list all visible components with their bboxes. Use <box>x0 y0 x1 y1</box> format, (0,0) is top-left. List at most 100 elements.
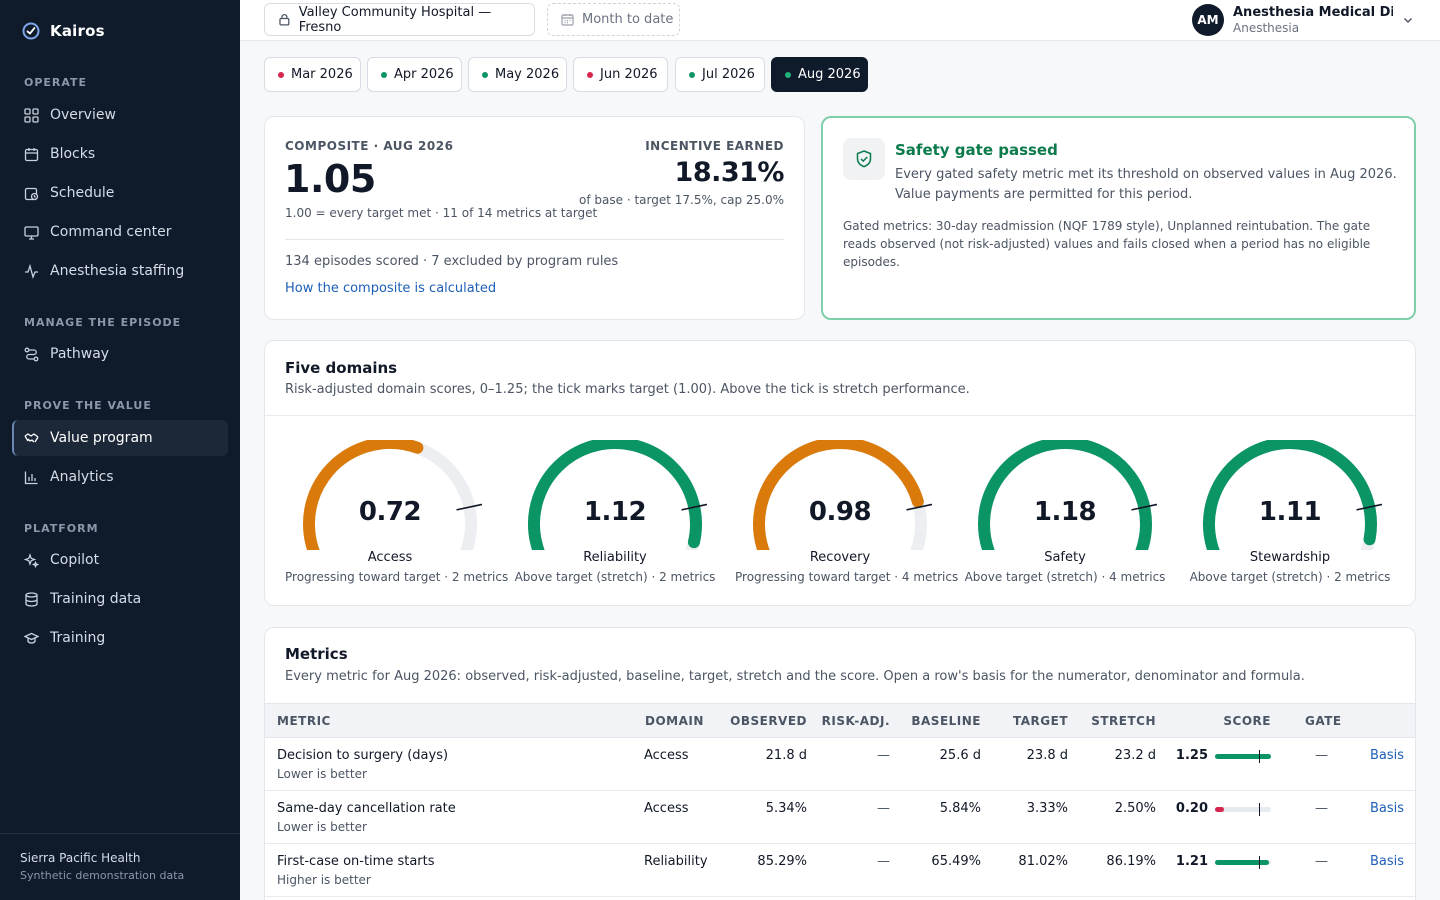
target-tick <box>681 503 708 511</box>
avatar: AM <box>1192 4 1224 36</box>
gauge-status-note: Above target (stretch) · 2 metrics <box>1189 570 1391 584</box>
observed-value: 85.29% <box>757 854 807 869</box>
month-tab[interactable]: Apr 2026 <box>367 57 462 92</box>
col-domain: DOMAIN <box>645 714 704 728</box>
basis-link[interactable]: Basis <box>1370 748 1405 763</box>
divider <box>265 415 1415 416</box>
gauge-value: 1.11 <box>1258 497 1322 527</box>
gauge-status-note: Above target (stretch) · 4 metrics <box>964 570 1166 584</box>
sidebar-item-label: Training <box>50 630 106 646</box>
gauge-value: 1.12 <box>583 497 647 527</box>
database-icon <box>25 591 38 607</box>
sidebar-item-label: Copilot <box>50 552 100 568</box>
month-tab-label: May 2026 <box>495 67 560 82</box>
user-menu[interactable]: AM Anesthesia Medical Dire... Anesthesia <box>1192 3 1414 37</box>
table-row[interactable]: Decision to surgery (days) Lower is bette… <box>265 738 1415 791</box>
safety-gate-body: Every gated safety metric met its thresh… <box>895 167 1397 202</box>
table-row[interactable]: First-case on-time starts Higher is bette… <box>265 844 1415 897</box>
sidebar-item-overview[interactable]: Overview <box>12 97 228 133</box>
metric-direction: Higher is better <box>277 873 371 887</box>
composite-note: 1.00 = every target met · 11 of 14 metri… <box>285 206 598 220</box>
user-role: Anesthesia <box>1233 21 1300 35</box>
gauge-status-note: Progressing toward target · 2 metrics <box>285 570 509 584</box>
gauge-domain-name: Access <box>367 550 413 565</box>
month-tab[interactable]: Aug 2026 <box>771 57 868 92</box>
calendar-icon <box>561 14 574 26</box>
section-label-manage: MANAGE THE EPISODE <box>24 316 182 329</box>
composite-value: 1.05 <box>284 157 376 201</box>
stretch-value: 86.19% <box>1106 854 1156 869</box>
month-tab-label: Apr 2026 <box>394 67 454 82</box>
divider <box>285 239 784 240</box>
sidebar-item-label: Schedule <box>50 185 115 201</box>
basis-link[interactable]: Basis <box>1370 801 1405 816</box>
metrics-table-header: METRIC DOMAIN OBSERVED RISK-ADJ. BASELIN… <box>265 703 1415 738</box>
domains-subtitle: Risk-adjusted domain scores, 0–1.25; the… <box>285 382 970 397</box>
gauge-fill <box>303 440 424 550</box>
hospital-selector[interactable]: Valley Community Hospital — Fresno <box>264 3 535 36</box>
stretch-value: 23.2 d <box>1114 748 1156 763</box>
org-name: Sierra Pacific Health <box>20 851 141 865</box>
section-label-platform: PLATFORM <box>24 522 99 535</box>
month-tab[interactable]: Jul 2026 <box>675 57 765 92</box>
sidebar-item-analytics[interactable]: Analytics <box>12 459 228 495</box>
observed-value: 5.34% <box>765 801 807 816</box>
shield-check-icon <box>856 150 872 168</box>
brand[interactable]: Kairos <box>22 22 105 40</box>
col-baseline: BASELINE <box>911 714 981 728</box>
sidebar-item-command-center[interactable]: Command center <box>12 214 228 250</box>
sidebar-item-training[interactable]: Training <box>12 620 228 656</box>
period-selector[interactable]: Month to date <box>547 3 680 36</box>
gauge-domain-name: Reliability <box>583 550 647 565</box>
observed-value: 21.8 d <box>765 748 807 763</box>
metric-name: First-case on-time starts <box>277 854 435 869</box>
domain-gauge[interactable]: 0.98 Recovery Progressing toward target · … <box>735 440 958 590</box>
sidebar-footer: Sierra Pacific Health Synthetic demonstr… <box>0 833 240 900</box>
safety-gate-note: Gated metrics: 30-day readmission (NQF 1… <box>843 219 1371 269</box>
sidebar-item-copilot[interactable]: Copilot <box>12 542 228 578</box>
month-tab[interactable]: Jun 2026 <box>573 57 668 92</box>
domain-gauge[interactable]: 0.72 Access Progressing toward target · 2 … <box>285 440 509 590</box>
month-tab-label: Jun 2026 <box>600 67 658 82</box>
status-dot <box>482 71 488 78</box>
month-tab-label: Jul 2026 <box>702 67 755 82</box>
col-target: TARGET <box>1012 714 1068 728</box>
col-gate: GATE <box>1305 714 1342 728</box>
score-target-tick <box>1258 803 1261 816</box>
month-tab[interactable]: Mar 2026 <box>264 57 361 92</box>
gauge-fill <box>528 440 702 550</box>
domain-gauge[interactable]: 1.11 Stewardship Above target (stretch) · … <box>1185 440 1395 590</box>
domain-gauge[interactable]: 1.12 Reliability Above target (stretch) · … <box>510 440 720 590</box>
target-value: 81.02% <box>1018 854 1068 869</box>
baseline-value: 5.84% <box>939 801 981 816</box>
status-dot <box>785 71 791 78</box>
period-label: Month to date <box>582 12 674 27</box>
metrics-subtitle: Every metric for Aug 2026: observed, ris… <box>285 669 1305 684</box>
sidebar-item-value-program[interactable]: Value program <box>12 420 228 456</box>
score-bar <box>1215 750 1271 763</box>
sidebar-item-training-data[interactable]: Training data <box>12 581 228 617</box>
composite-method-link[interactable]: How the composite is calculated <box>285 281 497 296</box>
incentive-value: 18.31% <box>674 157 785 188</box>
sidebar-item-schedule[interactable]: Schedule <box>12 175 228 211</box>
sidebar-item-pathway[interactable]: Pathway <box>12 336 228 372</box>
score-bar <box>1215 803 1271 816</box>
monitor-icon <box>24 225 39 240</box>
sidebar-item-label: Anesthesia staffing <box>50 263 185 279</box>
target-value: 3.33% <box>1026 801 1068 816</box>
brand-name: Kairos <box>50 22 105 40</box>
risk-adjusted-value: — <box>877 854 890 869</box>
status-dot <box>381 71 387 78</box>
basis-link[interactable]: Basis <box>1370 854 1405 869</box>
sidebar-item-anesthesia-staffing[interactable]: Anesthesia staffing <box>12 253 228 289</box>
domain-gauge[interactable]: 1.18 Safety Above target (stretch) · 4 met… <box>960 440 1170 590</box>
gauge-domain-name: Safety <box>1044 550 1086 565</box>
gate-value: — <box>1315 801 1328 816</box>
sidebar-item-blocks[interactable]: Blocks <box>12 136 228 172</box>
target-tick <box>906 503 933 511</box>
grid-icon <box>24 107 39 123</box>
month-tab[interactable]: May 2026 <box>468 57 567 92</box>
table-row[interactable]: Same-day cancellation rate Lower is bette… <box>265 791 1415 844</box>
baseline-value: 25.6 d <box>939 748 981 763</box>
gauge-domain-name: Recovery <box>809 550 871 565</box>
